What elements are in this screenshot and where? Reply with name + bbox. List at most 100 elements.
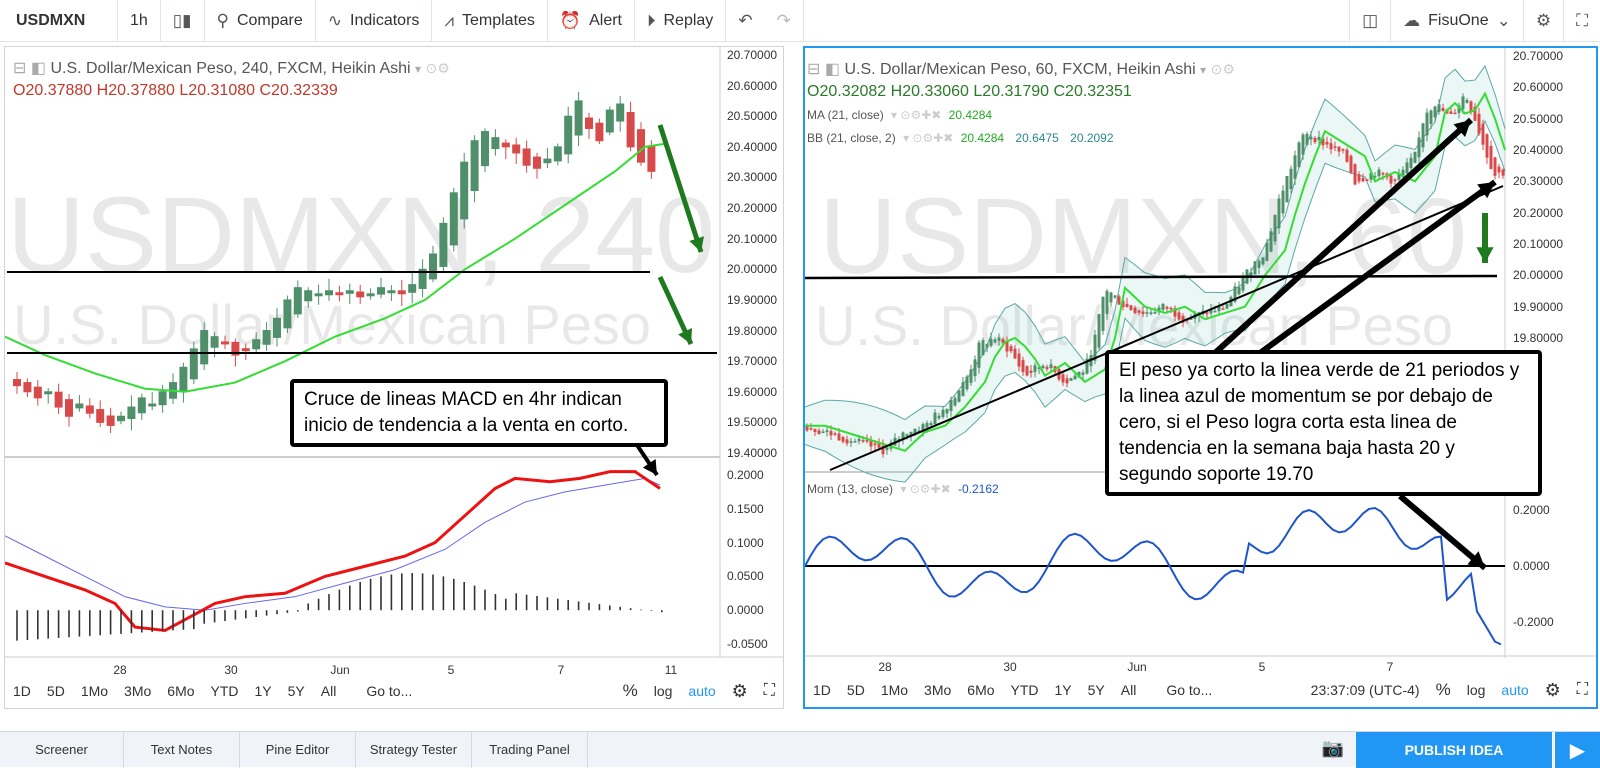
range-5y[interactable]: 5Y [287,683,305,699]
range-5d[interactable]: 5D [846,682,865,698]
clock-display[interactable]: 23:37:09 (UTC-4) [1310,682,1420,698]
range-5d[interactable]: 5D [46,683,65,699]
mom-label: Mom (13, close) [807,482,894,496]
alert-button[interactable]: ⏰ Alert [548,0,635,42]
ma-legend: MA (21, close) ▾ ⊙⚙✚✖ 20.4284 [807,108,992,122]
candle-body [1405,162,1409,174]
mom-legend: Mom (13, close) ▾ ⊙⚙✚✖ -0.2162 [807,482,999,496]
collapse-icon[interactable]: ⊟ [13,60,27,77]
symbol-search[interactable]: USDMXN [0,0,118,42]
footer-tab-trading-panel[interactable]: Trading Panel [472,731,588,768]
templates-button[interactable]: ⩘ Templates [432,0,548,42]
candle-body [1109,292,1113,303]
candle-body [345,290,354,294]
redo-button[interactable]: ↷ [765,0,804,42]
footer-tab-pine-editor[interactable]: Pine Editor [240,731,356,768]
candle-body [366,293,375,297]
left-annotation-callout[interactable]: Cruce de lineas MACD en 4hr indican inic… [290,379,668,447]
eye-icon[interactable]: ⊙⚙ [1210,61,1235,77]
maximize-icon[interactable]: ⛶ [1576,681,1588,698]
candle-body [845,439,849,444]
collapse-icon[interactable]: ⊟ [807,61,821,78]
flag-icon: ◧ [824,61,840,78]
footer-tab-text-notes[interactable]: Text Notes [124,731,240,768]
go-to-date-button[interactable]: Go to... [1166,682,1213,698]
footer-tab-screener[interactable]: Screener [0,731,124,768]
range-1d[interactable]: 1D [813,682,831,698]
range-all[interactable]: All [320,683,337,699]
candle-body [179,366,188,391]
candle-body [481,131,489,167]
price-tick-label: 20.50000 [1513,111,1564,126]
fullscreen-button[interactable]: ⛶ [1563,0,1600,42]
right-annotation-callout[interactable]: El peso ya corto la linea verde de 21 pe… [1105,350,1542,496]
right-chart-panel[interactable]: USDMXN, 60 U.S. Dollar/Mexican Peso ⊟ ◧ … [803,46,1598,709]
eye-icon[interactable]: ⊙⚙ [425,60,450,76]
percent-scale-toggle[interactable]: % [622,681,638,700]
range-1mo[interactable]: 1Mo [880,682,909,698]
candle-body [1237,287,1241,295]
log-scale-toggle[interactable]: log [1466,682,1486,698]
left-chart-panel[interactable]: USDMXN, 240 U.S. Dollar/Mexican Peso ⊟ ◧… [4,46,784,709]
chevron-down-icon[interactable]: ▾ [415,62,422,76]
chevron-down-icon[interactable]: ▾ [1200,63,1207,77]
camera-icon[interactable]: 📷 [1321,738,1344,758]
compare-button[interactable]: ⚲ Compare [205,0,316,42]
candle-body [1389,175,1393,184]
indicators-button[interactable]: ∿ Indicators [316,0,433,42]
range-1d[interactable]: 1D [13,683,31,699]
indicators-icon: ∿ [327,10,343,30]
candle-body [857,438,861,442]
footer-tab-strategy-tester[interactable]: Strategy Tester [356,731,472,768]
maximize-icon[interactable]: ⛶ [763,682,775,699]
replay-button[interactable]: ⏵ Replay [635,0,727,42]
account-label: FisuOne [1428,11,1489,29]
candle-body [877,443,881,448]
top-toolbar: USDMXN 1h ▯▮ ⚲ Compare ∿ Indicators ⩘ Templ… [0,0,1600,42]
range-all[interactable]: All [1120,682,1137,698]
undo-button[interactable]: ↶ [726,0,764,42]
settings-button[interactable]: ⚙ [1522,0,1563,42]
range-6mo[interactable]: 6Mo [967,682,995,698]
range-3mo[interactable]: 3Mo [124,683,152,699]
range-5y[interactable]: 5Y [1087,682,1105,698]
candle-body [605,109,614,133]
range-3mo[interactable]: 3Mo [924,682,952,698]
time-tick-label: 7 [557,663,565,677]
candle-body [1493,157,1497,176]
log-scale-toggle[interactable]: log [653,683,673,699]
indicator-controls-icon[interactable]: ▾ ⊙⚙✚✖ [891,108,942,122]
range-1y[interactable]: 1Y [254,683,272,699]
play-icon[interactable]: ▶ [1554,732,1600,768]
candle-body [33,386,42,399]
range-6mo[interactable]: 6Mo [167,683,195,699]
chart-type-button[interactable]: ▯▮ [161,0,205,42]
candle-body [1169,307,1173,310]
percent-scale-toggle[interactable]: % [1435,680,1451,699]
auto-scale-toggle[interactable]: auto [1501,682,1529,698]
moving-average-line [805,91,1506,452]
candle-body [905,434,909,437]
interval-button[interactable]: 1h [118,0,161,42]
candle-body [637,129,645,163]
go-to-date-button[interactable]: Go to... [366,683,413,699]
range-1mo[interactable]: 1Mo [80,683,109,699]
candle-body [925,422,929,428]
candle-body [1093,334,1097,361]
candle-body [1437,104,1441,112]
range-1y[interactable]: 1Y [1054,682,1072,698]
candle-body [1361,177,1365,182]
chart-settings-gear-icon[interactable]: ⚙ [1544,679,1561,700]
range-ytd[interactable]: YTD [1010,682,1039,698]
layout-button[interactable]: ◫ [1349,0,1390,42]
price-tick-label: 20.60000 [727,78,778,93]
save-layout-button[interactable]: ☁ FisuOne ⌄ [1390,0,1523,42]
candle-body [200,330,209,365]
range-ytd[interactable]: YTD [210,683,239,699]
publish-idea-button[interactable]: PUBLISH IDEA [1356,732,1552,768]
auto-scale-toggle[interactable]: auto [688,683,716,699]
indicator-controls-icon[interactable]: ▾ ⊙⚙✚✖ [900,482,951,496]
indicator-controls-icon[interactable]: ▾ ⊙⚙✚✖ [903,131,954,145]
candle-body [1045,366,1049,370]
chart-settings-gear-icon[interactable]: ⚙ [731,680,748,701]
